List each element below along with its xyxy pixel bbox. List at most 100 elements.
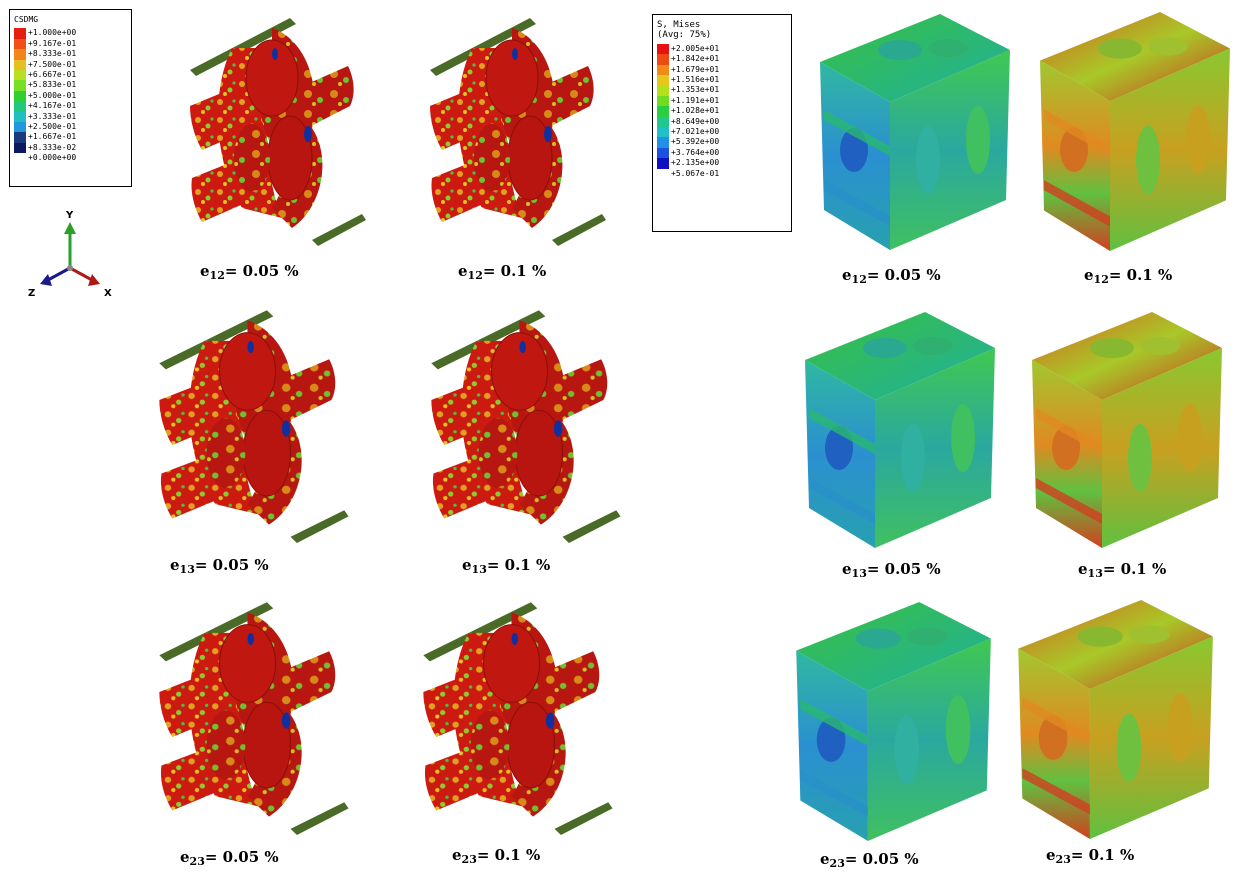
legend-swatch: [14, 111, 26, 122]
side-hole: [894, 715, 920, 785]
damage-spot: [304, 126, 312, 142]
central-ellipse: [206, 710, 246, 780]
block-top-face: [1032, 312, 1222, 400]
side-hole: [945, 695, 971, 765]
side-hole: [951, 404, 975, 472]
block-side-face: [1089, 636, 1213, 839]
rib-band: [1036, 478, 1102, 524]
stress-panel-e12-005: [810, 10, 1015, 255]
central-ellipse: [474, 124, 510, 192]
legend-label: +2.005e+01: [671, 43, 720, 53]
legend-swatch: [657, 95, 669, 107]
legend-entry: +5.067e-01: [657, 169, 787, 179]
legend-entry: +5.833e-01: [14, 80, 127, 91]
legend-entry: +8.333e-01: [14, 49, 127, 60]
legend-swatch: [657, 54, 669, 65]
legend-entry: +1.516e+01: [657, 74, 787, 86]
z-axis-arrow: [47, 266, 71, 282]
central-ellipse: [491, 332, 548, 411]
damage-spot: [553, 420, 563, 437]
legend-entry: +7.021e+00: [657, 126, 787, 138]
block-top-face: [1018, 600, 1213, 690]
side-hole: [1128, 424, 1152, 492]
legend-swatch: [14, 90, 26, 102]
legend-label: +5.833e-01: [28, 80, 77, 90]
caption-e12-stress-01: e12= 0.1 %: [1084, 266, 1173, 286]
damage-spot: [272, 48, 278, 60]
stress-panel-e12-01: [1030, 8, 1235, 256]
top-hole: [913, 337, 953, 355]
legend-entry: +1.191e+01: [657, 95, 787, 107]
side-hole: [966, 106, 990, 174]
central-ellipse: [234, 124, 270, 192]
damage-spot: [544, 126, 552, 142]
legend-swatch: [14, 80, 26, 91]
legend-label: +1.000e+00: [28, 28, 77, 38]
legend-swatch: [657, 85, 669, 96]
legend-swatch: [657, 64, 669, 75]
legend-label: +4.167e-01: [28, 101, 77, 111]
legend-swatch: [14, 121, 26, 133]
top-plate: [190, 18, 296, 76]
bottom-plate: [290, 802, 349, 835]
caption-e23-stress-005: e23= 0.05 %: [820, 850, 919, 870]
top-plate: [423, 602, 538, 662]
block-side-face: [867, 638, 991, 841]
caption-e12-damage-01: e12= 0.1 %: [458, 262, 547, 282]
top-plate: [159, 310, 274, 370]
damage-panel-e23-01: [404, 592, 619, 837]
legend-label: +7.021e+00: [671, 126, 720, 136]
top-hole: [906, 627, 948, 646]
y-axis-label: Y: [65, 210, 74, 221]
damage-legend-title: CSDMG: [14, 15, 39, 24]
legend-entry: +1.000e+00: [14, 28, 127, 39]
top-hole: [1140, 337, 1180, 355]
legend-entry: +3.333e-01: [14, 111, 127, 122]
legend-swatch: [657, 158, 669, 169]
top-plate: [431, 310, 546, 370]
bottom-plate: [312, 214, 366, 246]
legend-swatch: [14, 132, 26, 143]
legend-entry: +7.500e-01: [14, 59, 127, 70]
caption-e13-stress-005: e13= 0.05 %: [842, 560, 941, 580]
legend-entry: +0.000e+00: [14, 153, 127, 163]
x-axis-label: X: [104, 288, 112, 299]
rib-band: [809, 408, 875, 454]
damage-legend-scale: +1.000e+00 +9.167e-01 +8.333e-01 +7.500e-01…: [14, 28, 127, 163]
side-hole: [901, 424, 925, 492]
block-side-face: [875, 348, 995, 548]
legend-label: +5.067e-01: [671, 168, 720, 178]
legend-swatch: [657, 43, 669, 55]
top-hole: [878, 40, 922, 60]
legend-swatch: [14, 153, 26, 163]
legend-swatch: [657, 147, 669, 159]
block-top-face: [820, 14, 1010, 102]
legend-entry: +2.005e+01: [657, 43, 787, 55]
legend-entry: +9.167e-01: [14, 38, 127, 50]
damage-spot: [545, 712, 555, 729]
rib-band: [800, 699, 868, 746]
caption-e23-damage-01: e23= 0.1 %: [452, 846, 541, 866]
damage-spot: [519, 340, 526, 354]
block-top-face: [1040, 12, 1230, 102]
top-plate: [159, 602, 274, 662]
top-hole: [863, 338, 907, 358]
legend-swatch: [657, 137, 669, 148]
x-axis-arrow: [69, 266, 93, 282]
legend-label: +5.000e-01: [28, 90, 77, 100]
caption-e13-stress-01: e13= 0.1 %: [1078, 560, 1167, 580]
legend-entry: +2.500e-01: [14, 121, 127, 133]
legend-label: +9.167e-01: [28, 38, 77, 48]
legend-entry: +4.167e-01: [14, 101, 127, 112]
legend-swatch: [14, 28, 26, 39]
block-side-face: [1102, 348, 1222, 548]
central-ellipse: [245, 39, 299, 117]
damage-panel-e23-005: [140, 592, 355, 837]
legend-label: +8.333e-02: [28, 142, 77, 152]
damage-panel-e12-005: [172, 8, 372, 248]
legend-swatch: [657, 106, 669, 117]
legend-label: +6.667e-01: [28, 69, 77, 79]
damage-panel-e12-01: [412, 8, 612, 248]
central-ellipse: [478, 418, 518, 488]
block-side-face: [890, 50, 1010, 250]
